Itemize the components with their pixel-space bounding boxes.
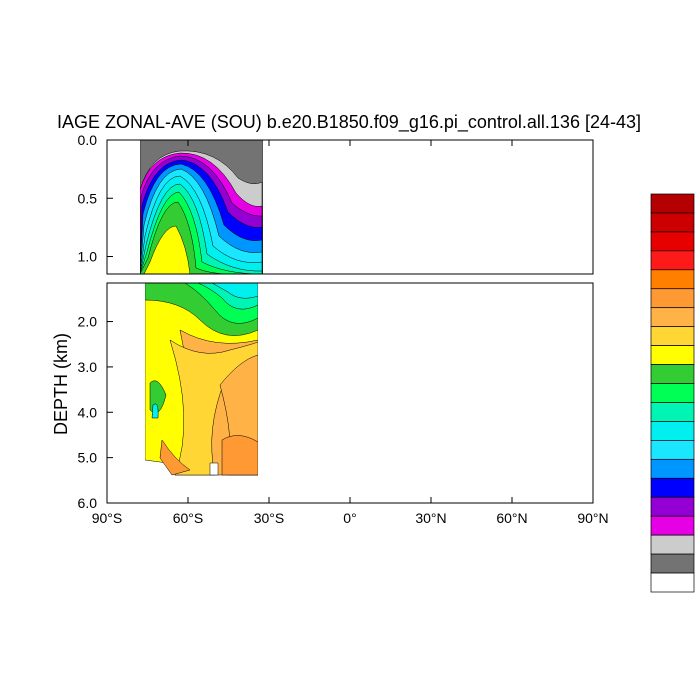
- colorbar-swatch-2: [650, 231, 695, 252]
- x-tick-label-3: 0°: [343, 510, 356, 526]
- chart-title: IAGE ZONAL-AVE (SOU) b.e20.B1850.f09_g16…: [57, 112, 641, 133]
- colorbar-swatch-12: [650, 421, 695, 441]
- upper-contour-fill: [107, 140, 593, 274]
- lower-panel: [106, 282, 594, 504]
- colorbar-swatch-14: [650, 458, 695, 479]
- no-data-mask-west: [107, 283, 258, 503]
- no-data-mask-east: [258, 283, 593, 503]
- axis-ticks: 90°S 60°S 30°S 0° 30°N 60°N 90°N 0.0 0.5 1.0 2.0 3.…: [78, 132, 609, 526]
- colorbar: [650, 193, 695, 593]
- lower-contour-band-12: [211, 283, 259, 299]
- colorbar-swatch-8: [650, 345, 695, 365]
- lower-contour-band-8: [209, 462, 219, 476]
- colorbar-swatch-18: [650, 534, 695, 555]
- colorbar-swatch-11: [650, 402, 695, 422]
- x-tick-label-4: 30°N: [415, 510, 446, 526]
- colorbar-swatch-15: [650, 477, 695, 498]
- lower-contour-band-7: [151, 403, 159, 419]
- no-data-mask-west-upper: [107, 140, 140, 274]
- colorbar-swatch-6: [650, 307, 695, 328]
- y-tick-label-lower-3: 5.0: [78, 450, 98, 466]
- colorbar-swatch-4: [650, 269, 695, 290]
- x-tick-label-1: 60°S: [173, 510, 204, 526]
- colorbar-swatch-9: [650, 364, 695, 384]
- y-tick-label-upper-0: 0.0: [78, 132, 98, 148]
- colorbar-swatch-13: [650, 440, 695, 460]
- y-tick-label-upper-1: 0.5: [78, 190, 98, 206]
- colorbar-swatch-1: [650, 212, 695, 233]
- colorbar-swatch-17: [650, 515, 695, 536]
- x-tick-label-0: 90°S: [92, 510, 123, 526]
- y-tick-label-lower-4: 6.0: [78, 495, 98, 511]
- colorbar-swatch-10: [650, 383, 695, 403]
- y-tick-label-lower-1: 3.0: [78, 359, 98, 375]
- colorbar-swatch-5: [650, 288, 695, 309]
- colorbar-swatch-3: [650, 250, 695, 271]
- colorbar-swatch-20: [650, 572, 695, 593]
- colorbar-swatch-19: [650, 553, 695, 574]
- y-tick-label-upper-2: 1.0: [78, 249, 98, 265]
- y-axis-label: DEPTH (km): [51, 333, 71, 435]
- colorbar-swatch-7: [650, 326, 695, 346]
- upper-panel: [106, 139, 594, 275]
- lower-contour-band-4: [159, 439, 191, 476]
- y-tick-label-lower-2: 4.0: [78, 404, 98, 420]
- x-tick-label-6: 90°N: [577, 510, 608, 526]
- x-tick-label-5: 60°N: [496, 510, 527, 526]
- colorbar-swatch-0: [650, 193, 695, 214]
- upper-contour-band-11: [143, 225, 191, 274]
- y-tick-label-lower-0: 2.0: [78, 314, 98, 330]
- no-data-mask-east-upper: [263, 140, 593, 274]
- x-tick-label-2: 30°S: [254, 510, 285, 526]
- colorbar-swatch-16: [650, 496, 695, 517]
- lower-contour-band-5: [221, 435, 259, 476]
- lower-contour-fill: [107, 283, 593, 503]
